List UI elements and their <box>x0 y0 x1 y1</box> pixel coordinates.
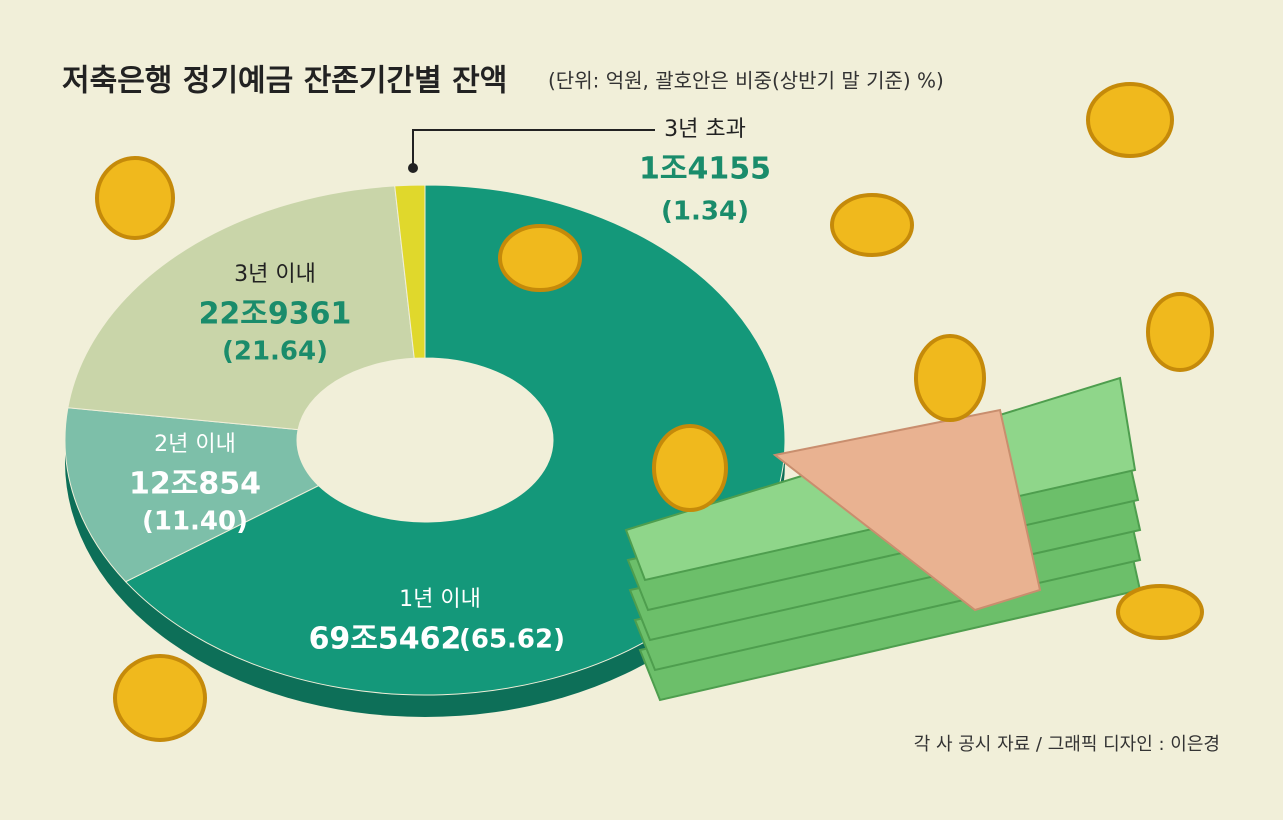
value-label: (65.62) <box>459 625 565 655</box>
amount-label: 22조9361 <box>199 297 352 332</box>
labels: 1년 이내 69조5462(65.62) 2년 이내 12조854 (11.40) 3년 … <box>129 117 771 657</box>
value-label: (21.64) <box>222 337 328 367</box>
amount-label: 12조854 <box>129 467 261 502</box>
donut-hole <box>297 358 553 522</box>
amount-label: 69조5462 <box>309 622 462 657</box>
money-stack <box>624 376 1142 702</box>
value-label: (11.40) <box>142 507 248 537</box>
leader-line <box>412 129 655 168</box>
amount-label: 1조4155 <box>639 152 771 187</box>
value-label: (1.34) <box>661 197 749 227</box>
category-label: 3년 초과 <box>664 117 746 142</box>
source: 각 사 공시 자료 / 그래픽 디자인 : 이은경 <box>914 734 1220 755</box>
category-label: 1년 이내 <box>399 587 481 612</box>
leader-dot <box>408 163 418 173</box>
category-label: 2년 이내 <box>154 432 236 457</box>
chart-subtitle: (단위: 억원, 괄호안은 비중(상반기 말 기준) %) <box>548 69 944 93</box>
coins <box>95 82 1214 742</box>
category-label: 3년 이내 <box>234 262 316 287</box>
chart-title: 저축은행 정기예금 잔존기간별 잔액 <box>62 64 507 99</box>
